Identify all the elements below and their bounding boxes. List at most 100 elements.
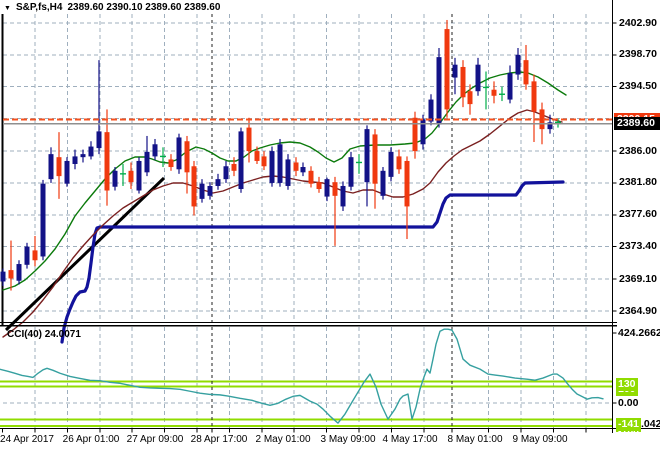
- candle-body: [176, 137, 182, 170]
- candle-body: [547, 122, 553, 130]
- candle-body: [404, 160, 410, 207]
- price-axis-label: 2394.50: [619, 80, 657, 93]
- cci-line: [0, 328, 604, 424]
- ohlc-values: 2389.60 2390.10 2389.60 2389.60: [67, 2, 221, 13]
- candle-body: [372, 134, 378, 184]
- candle-body: [531, 81, 537, 112]
- candle-body: [24, 246, 30, 265]
- candle-body: [364, 129, 370, 183]
- candle-body: [238, 131, 244, 190]
- bid-price-label: 2389.60: [614, 117, 660, 131]
- time-axis-label: 2 May 01:00: [255, 434, 311, 445]
- candle-body: [96, 131, 102, 149]
- hline-value-box: -141: [616, 417, 642, 431]
- candle-body: [452, 64, 458, 78]
- price-axis-label: 2377.60: [619, 208, 657, 221]
- cci-axis-zero-label: 0.00: [618, 396, 639, 409]
- candle-body: [16, 264, 22, 281]
- candle-body: [112, 170, 118, 187]
- time-axis-label: 8 May 01:00: [447, 434, 503, 445]
- cci-level-label-130: 130: [616, 375, 638, 391]
- candle-body: [348, 157, 354, 187]
- candle-body: [316, 182, 322, 190]
- price-axis-label: 2402.90: [619, 16, 657, 29]
- main-chart-panel[interactable]: [0, 0, 613, 322]
- cci-indicator-label: CCI(40) 24.0071: [7, 329, 81, 340]
- hline-value-suffix: .0421: [641, 417, 660, 430]
- candle-body: [420, 119, 426, 145]
- price-axis-label: 2386.00: [619, 144, 657, 157]
- candle-body: [388, 151, 394, 177]
- candle-body: [460, 66, 466, 98]
- candle-body: [128, 170, 134, 183]
- candle-body: [380, 170, 386, 196]
- symbol-dropdown-icon[interactable]: ▼: [4, 4, 11, 12]
- candle-body: [491, 89, 497, 96]
- time-axis-label: 26 Apr 01:00: [62, 434, 120, 445]
- time-axis-label: 27 Apr 09:00: [126, 434, 184, 445]
- candle-body: [40, 183, 46, 257]
- candle-body: [246, 127, 252, 152]
- time-axis-label: 3 May 09:00: [320, 434, 376, 445]
- candle-body: [539, 109, 545, 130]
- candle-body: [215, 179, 221, 186]
- price-axis-label: 2364.90: [619, 304, 657, 317]
- symbol-period-label: S&P,fs,H4: [15, 2, 63, 13]
- candle-body: [207, 185, 213, 196]
- candle-body: [507, 73, 513, 100]
- price-axis-label: 2398.70: [619, 48, 657, 61]
- cci-hline-label: -141.0421: [616, 415, 660, 431]
- candle-body: [396, 156, 402, 170]
- candle-body: [444, 29, 450, 110]
- price-axis-label: 2373.40: [619, 240, 657, 253]
- axis-corner: [613, 432, 660, 450]
- candle-body: [104, 132, 110, 191]
- candle-body: [436, 57, 442, 125]
- candle-body: [64, 160, 70, 184]
- candle-body: [72, 156, 78, 164]
- candle-body: [340, 185, 346, 207]
- candle-body: [475, 64, 481, 92]
- candle-body: [80, 154, 86, 158]
- chart-title: ▼ S&P,fs,H4 2389.60 2390.10 2389.60 2389…: [4, 3, 220, 13]
- candle-body: [277, 144, 283, 183]
- candle-body: [152, 144, 158, 157]
- candle-body: [8, 270, 14, 279]
- candle-body: [144, 151, 150, 173]
- candle-body: [168, 159, 174, 168]
- candle-body: [48, 154, 54, 180]
- candle-body: [285, 159, 291, 186]
- candle-body: [523, 60, 529, 85]
- candle-body: [300, 167, 306, 173]
- cci-axis-max-label: 424.2662: [618, 326, 660, 339]
- candle-body: [269, 151, 275, 183]
- candle-body: [308, 170, 314, 184]
- ma-slow-line: [2, 109, 563, 338]
- candle-body: [88, 146, 94, 157]
- candle-body: [136, 160, 142, 191]
- candle-body: [261, 156, 267, 167]
- price-axis-label: 2381.80: [619, 176, 657, 189]
- candle-body: [191, 166, 197, 207]
- candle-body: [332, 182, 338, 196]
- candle-body: [199, 183, 205, 199]
- trend-line: [4, 176, 166, 332]
- time-axis-label: 24 Apr 2017: [0, 434, 54, 445]
- time-axis-label: 9 May 09:00: [512, 434, 568, 445]
- step-line: [60, 180, 565, 344]
- candle-body: [32, 250, 38, 261]
- level-130-box: 130: [616, 378, 638, 391]
- candle-body: [254, 151, 260, 161]
- candle-body: [412, 117, 418, 152]
- time-axis-label: 4 May 17:00: [382, 434, 438, 445]
- price-axis-label: 2369.10: [619, 272, 657, 285]
- candle-body: [467, 91, 473, 105]
- candle-body: [184, 141, 190, 173]
- candle-body: [56, 157, 62, 177]
- cci-panel[interactable]: [0, 327, 613, 428]
- time-axis-label: 28 Apr 17:00: [190, 434, 248, 445]
- candle-body: [324, 179, 330, 197]
- candle-body: [223, 166, 229, 180]
